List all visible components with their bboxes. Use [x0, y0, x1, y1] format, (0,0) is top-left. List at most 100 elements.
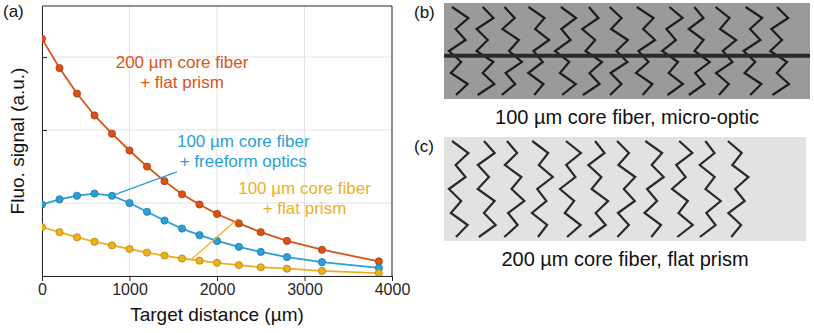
- x-tick-label: 3000: [287, 281, 323, 298]
- stent-strut: [662, 7, 683, 95]
- grid-line-x: [129, 6, 130, 276]
- stent-strut: [770, 7, 789, 95]
- series-line: [42, 194, 379, 268]
- x-tick-mark: [305, 276, 306, 281]
- x-tick-label: 0: [38, 281, 47, 298]
- stent-strut: [716, 7, 736, 95]
- guidewire: [444, 54, 810, 58]
- panel-label: (c): [414, 137, 434, 156]
- series-marker: [283, 265, 290, 272]
- y-tick: [42, 276, 47, 277]
- stent-strut: [689, 7, 710, 95]
- stent-strut: [504, 141, 524, 237]
- x-tick-mark: [217, 276, 218, 281]
- x-tick: 1000: [112, 276, 148, 298]
- series-marker: [143, 249, 150, 256]
- plot-marks: [42, 35, 382, 276]
- series-marker: [161, 252, 168, 259]
- series-marker: [42, 224, 46, 231]
- series-marker: [235, 243, 242, 250]
- panel-caption: 100 µm core fiber, micro-optic: [495, 106, 759, 128]
- series-marker: [318, 259, 325, 266]
- series-marker: [283, 237, 290, 244]
- series-marker: [375, 258, 382, 265]
- series-line: [42, 39, 379, 262]
- y-tick: [42, 130, 47, 131]
- series-marker: [56, 196, 63, 203]
- x-tick-mark: [130, 276, 131, 281]
- annotation-text: 100 µm core fiber: [238, 179, 371, 198]
- y-tick-mark: [42, 276, 47, 277]
- stent-strut: [744, 7, 763, 95]
- y-axis-title: Fluo. signal (a.u.): [7, 68, 28, 215]
- stent-strut: [555, 7, 576, 95]
- series-marker: [91, 190, 98, 197]
- series-marker: [42, 35, 46, 42]
- x-tick: 2000: [200, 276, 236, 298]
- x-tick-label: 4000: [375, 281, 411, 298]
- series-marker: [257, 264, 264, 271]
- x-axis: 0 1000 2000 3000 4000: [38, 276, 410, 298]
- series-marker: [257, 229, 264, 236]
- annotation-text: + freeform optics: [180, 152, 307, 171]
- series-marker: [318, 267, 325, 274]
- x-tick: 3000: [287, 276, 323, 298]
- series-marker: [196, 232, 203, 239]
- y-tick-mark: [42, 130, 47, 131]
- stent-strut: [528, 7, 549, 95]
- figure: 0 1000 2000 3000 4000 200 µm core fiber+ flat…: [0, 0, 814, 333]
- annotation-text: + flat prism: [263, 199, 347, 218]
- series-marker: [213, 210, 220, 217]
- series-marker: [56, 64, 63, 71]
- series-marker: [283, 253, 290, 260]
- image-panel: [444, 137, 806, 241]
- x-tick-mark: [392, 276, 393, 281]
- plot-area: [42, 6, 392, 276]
- x-axis-title: Target distance (µm): [130, 304, 304, 325]
- stent-strut: [560, 141, 581, 237]
- grid-line-x: [42, 6, 43, 276]
- stent-strut: [532, 141, 553, 237]
- image-placeholder: [444, 3, 810, 99]
- annotation-leader: [191, 219, 238, 260]
- stent-strut: [449, 141, 468, 237]
- series-marker: [126, 147, 133, 154]
- stent-strut: [478, 141, 496, 237]
- series-marker: [73, 234, 80, 241]
- stent-strut: [610, 7, 628, 95]
- series-marker: [318, 246, 325, 253]
- series-marker: [257, 248, 264, 255]
- plot-frame: [42, 6, 392, 276]
- stent-strut: [502, 7, 522, 95]
- image-panel: [444, 3, 810, 99]
- series-marker: [91, 112, 98, 119]
- series-marker: [108, 130, 115, 137]
- series-marker: [196, 201, 203, 208]
- stent-strut: [700, 141, 721, 237]
- series-marker: [143, 208, 150, 215]
- stent-strut: [582, 7, 602, 95]
- series-marker: [213, 259, 220, 266]
- series-marker: [73, 90, 80, 97]
- x-tick: 4000: [375, 276, 411, 298]
- x-tick-label: 1000: [112, 281, 148, 298]
- y-axis-line: [42, 7, 43, 277]
- series-marker: [178, 191, 185, 198]
- y-tick-mark: [42, 57, 47, 58]
- panel-label: (a): [3, 2, 24, 21]
- annotation: 200 µm core fiber+ flat prism: [116, 53, 249, 92]
- series-marker: [91, 238, 98, 245]
- y-tick: [42, 57, 47, 58]
- annotation: 100 µm core fiber+ flat prism: [191, 179, 371, 260]
- annotation-text: 100 µm core fiber: [177, 132, 310, 151]
- stent-strut: [645, 141, 664, 237]
- stent-strut: [672, 141, 693, 237]
- series-marker: [375, 269, 382, 276]
- series-marker: [73, 192, 80, 199]
- series-marker: [178, 255, 185, 262]
- panel-label: (b): [414, 3, 435, 22]
- panel-caption: 200 µm core fiber, flat prism: [501, 248, 748, 270]
- x-tick-label: 2000: [200, 281, 236, 298]
- stent-strut: [617, 141, 635, 237]
- stent-strut: [477, 7, 495, 95]
